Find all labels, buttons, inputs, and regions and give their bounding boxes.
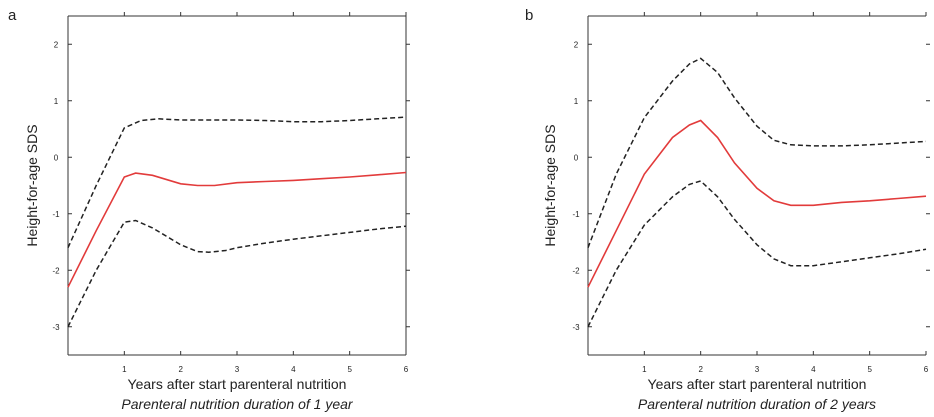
panel-subtitle: Parenteral nutrition duration of 2 years xyxy=(638,396,876,412)
x-axis-label: Years after start parenteral nutrition xyxy=(648,376,867,392)
y-axis-label: Height-for-age SDS xyxy=(542,124,558,246)
series-upper-line xyxy=(67,116,407,249)
x-tick-label: 2 xyxy=(698,365,703,374)
x-tick-label: 5 xyxy=(867,365,872,374)
x-tick-label: 2 xyxy=(178,365,183,374)
y-tick-label: -1 xyxy=(52,210,60,219)
x-tick-label: 6 xyxy=(404,365,409,374)
x-tick-label: 3 xyxy=(755,365,760,374)
series-mean-line xyxy=(587,119,927,288)
y-tick-label: 0 xyxy=(54,153,59,162)
panel-subtitle: Parenteral nutrition duration of 1 year xyxy=(121,396,353,412)
panel-letter: a xyxy=(8,7,17,24)
x-tick-label: 1 xyxy=(642,365,647,374)
y-tick-label: 2 xyxy=(574,40,579,49)
y-tick-label: 1 xyxy=(574,97,579,106)
y-tick-label: 2 xyxy=(54,40,59,49)
x-tick-label: 4 xyxy=(291,365,296,374)
series-lower-line xyxy=(67,219,407,328)
x-tick-label: 5 xyxy=(347,365,352,374)
x-tick-label: 3 xyxy=(235,365,240,374)
y-tick-label: 1 xyxy=(54,97,59,106)
y-axis-label: Height-for-age SDS xyxy=(24,124,40,246)
y-tick-label: -1 xyxy=(572,210,580,219)
y-tick-label: -3 xyxy=(572,323,580,332)
y-tick-label: -2 xyxy=(572,266,580,275)
x-tick-label: 4 xyxy=(811,365,816,374)
panel-b: b 1 2 3 4 5 6 -3 -2 -1 0 1 2 Height-for-age SDS Years … xyxy=(525,7,930,412)
series-upper-line xyxy=(587,57,927,248)
x-tick-label: 6 xyxy=(924,365,929,374)
y-tick-label: -2 xyxy=(52,266,60,275)
y-tick-label: -3 xyxy=(52,323,60,332)
panel-a: a 1 2 3 4 5 6 -3 -2 -1 0 1 2 Height-for-age SDS Years … xyxy=(8,7,410,412)
x-axis-label: Years after start parenteral nutrition xyxy=(128,376,347,392)
x-tick-label: 1 xyxy=(122,365,127,374)
panel-letter: b xyxy=(525,7,533,24)
series-lower-line xyxy=(587,180,927,328)
series-mean-line xyxy=(67,171,407,288)
y-tick-label: 0 xyxy=(574,153,579,162)
